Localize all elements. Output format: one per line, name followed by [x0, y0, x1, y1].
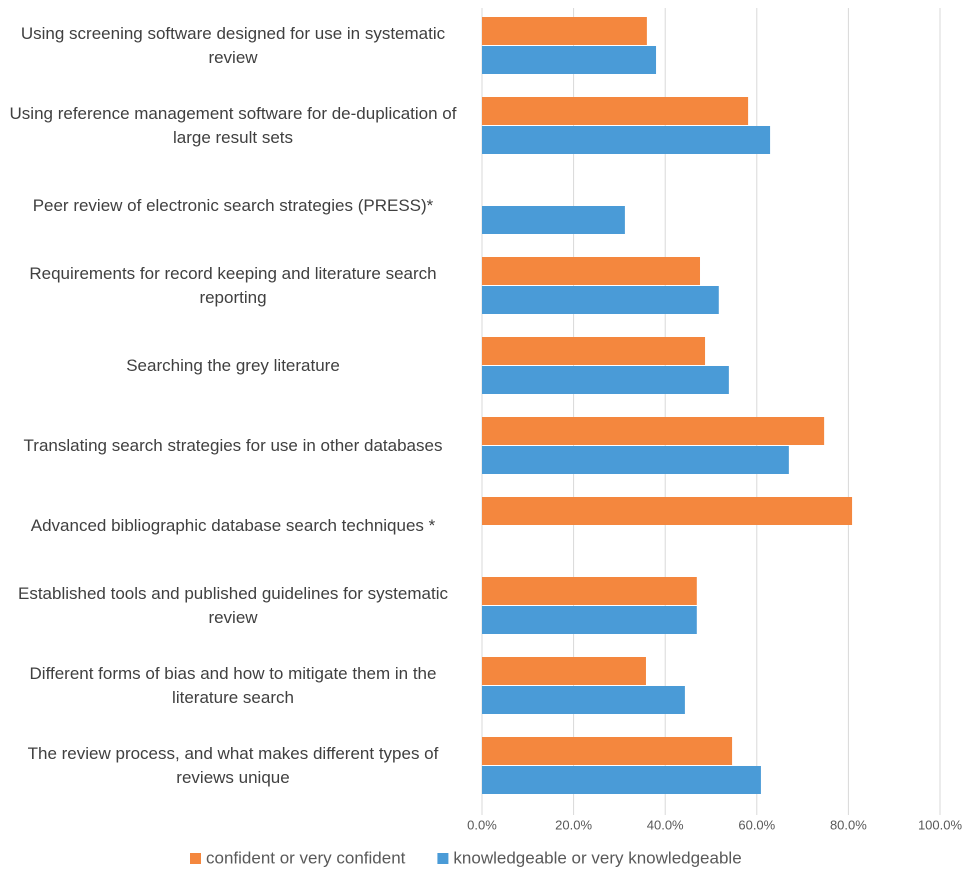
bar — [482, 657, 646, 685]
x-tick-label: 0.0% — [467, 817, 497, 832]
category-label: Using reference management software for … — [9, 104, 457, 147]
legend-swatch — [437, 853, 449, 864]
category-label: Translating search strategies for use in… — [23, 436, 443, 455]
bar — [482, 766, 761, 794]
bar — [482, 206, 625, 234]
x-tick-label: 40.0% — [647, 817, 684, 832]
bar — [482, 497, 853, 525]
legend-label: confident or very confident — [206, 848, 406, 867]
bar — [482, 337, 706, 365]
x-tick-label: 20.0% — [555, 817, 592, 832]
bar — [482, 417, 825, 445]
bar — [482, 577, 697, 605]
category-label: Advanced bibliographic database search t… — [30, 516, 436, 535]
category-label: The review process, and what makes diffe… — [27, 744, 439, 787]
category-label: Established tools and published guidelin… — [18, 584, 448, 627]
x-tick-label: 80.0% — [830, 817, 867, 832]
bar — [482, 97, 749, 125]
bar — [482, 446, 789, 474]
category-label: Different forms of bias and how to mitig… — [29, 664, 437, 707]
bar — [482, 366, 729, 394]
category-label: Requirements for record keeping and lite… — [29, 264, 437, 307]
category-label: Searching the grey literature — [126, 356, 340, 375]
bar — [482, 606, 697, 634]
x-tick-label: 100.0% — [918, 817, 963, 832]
category-label: Using screening software designed for us… — [20, 24, 446, 67]
legend-swatch — [190, 853, 201, 864]
bar — [482, 17, 647, 45]
bar — [482, 46, 657, 74]
legend-label: knowledgeable or very knowledgeable — [453, 848, 741, 867]
category-label: Peer review of electronic search strateg… — [32, 196, 434, 215]
bar — [482, 686, 685, 714]
bar — [482, 286, 719, 314]
bar — [482, 257, 701, 285]
x-tick-label: 60.0% — [738, 817, 775, 832]
bar — [482, 126, 771, 154]
bar — [482, 737, 733, 765]
